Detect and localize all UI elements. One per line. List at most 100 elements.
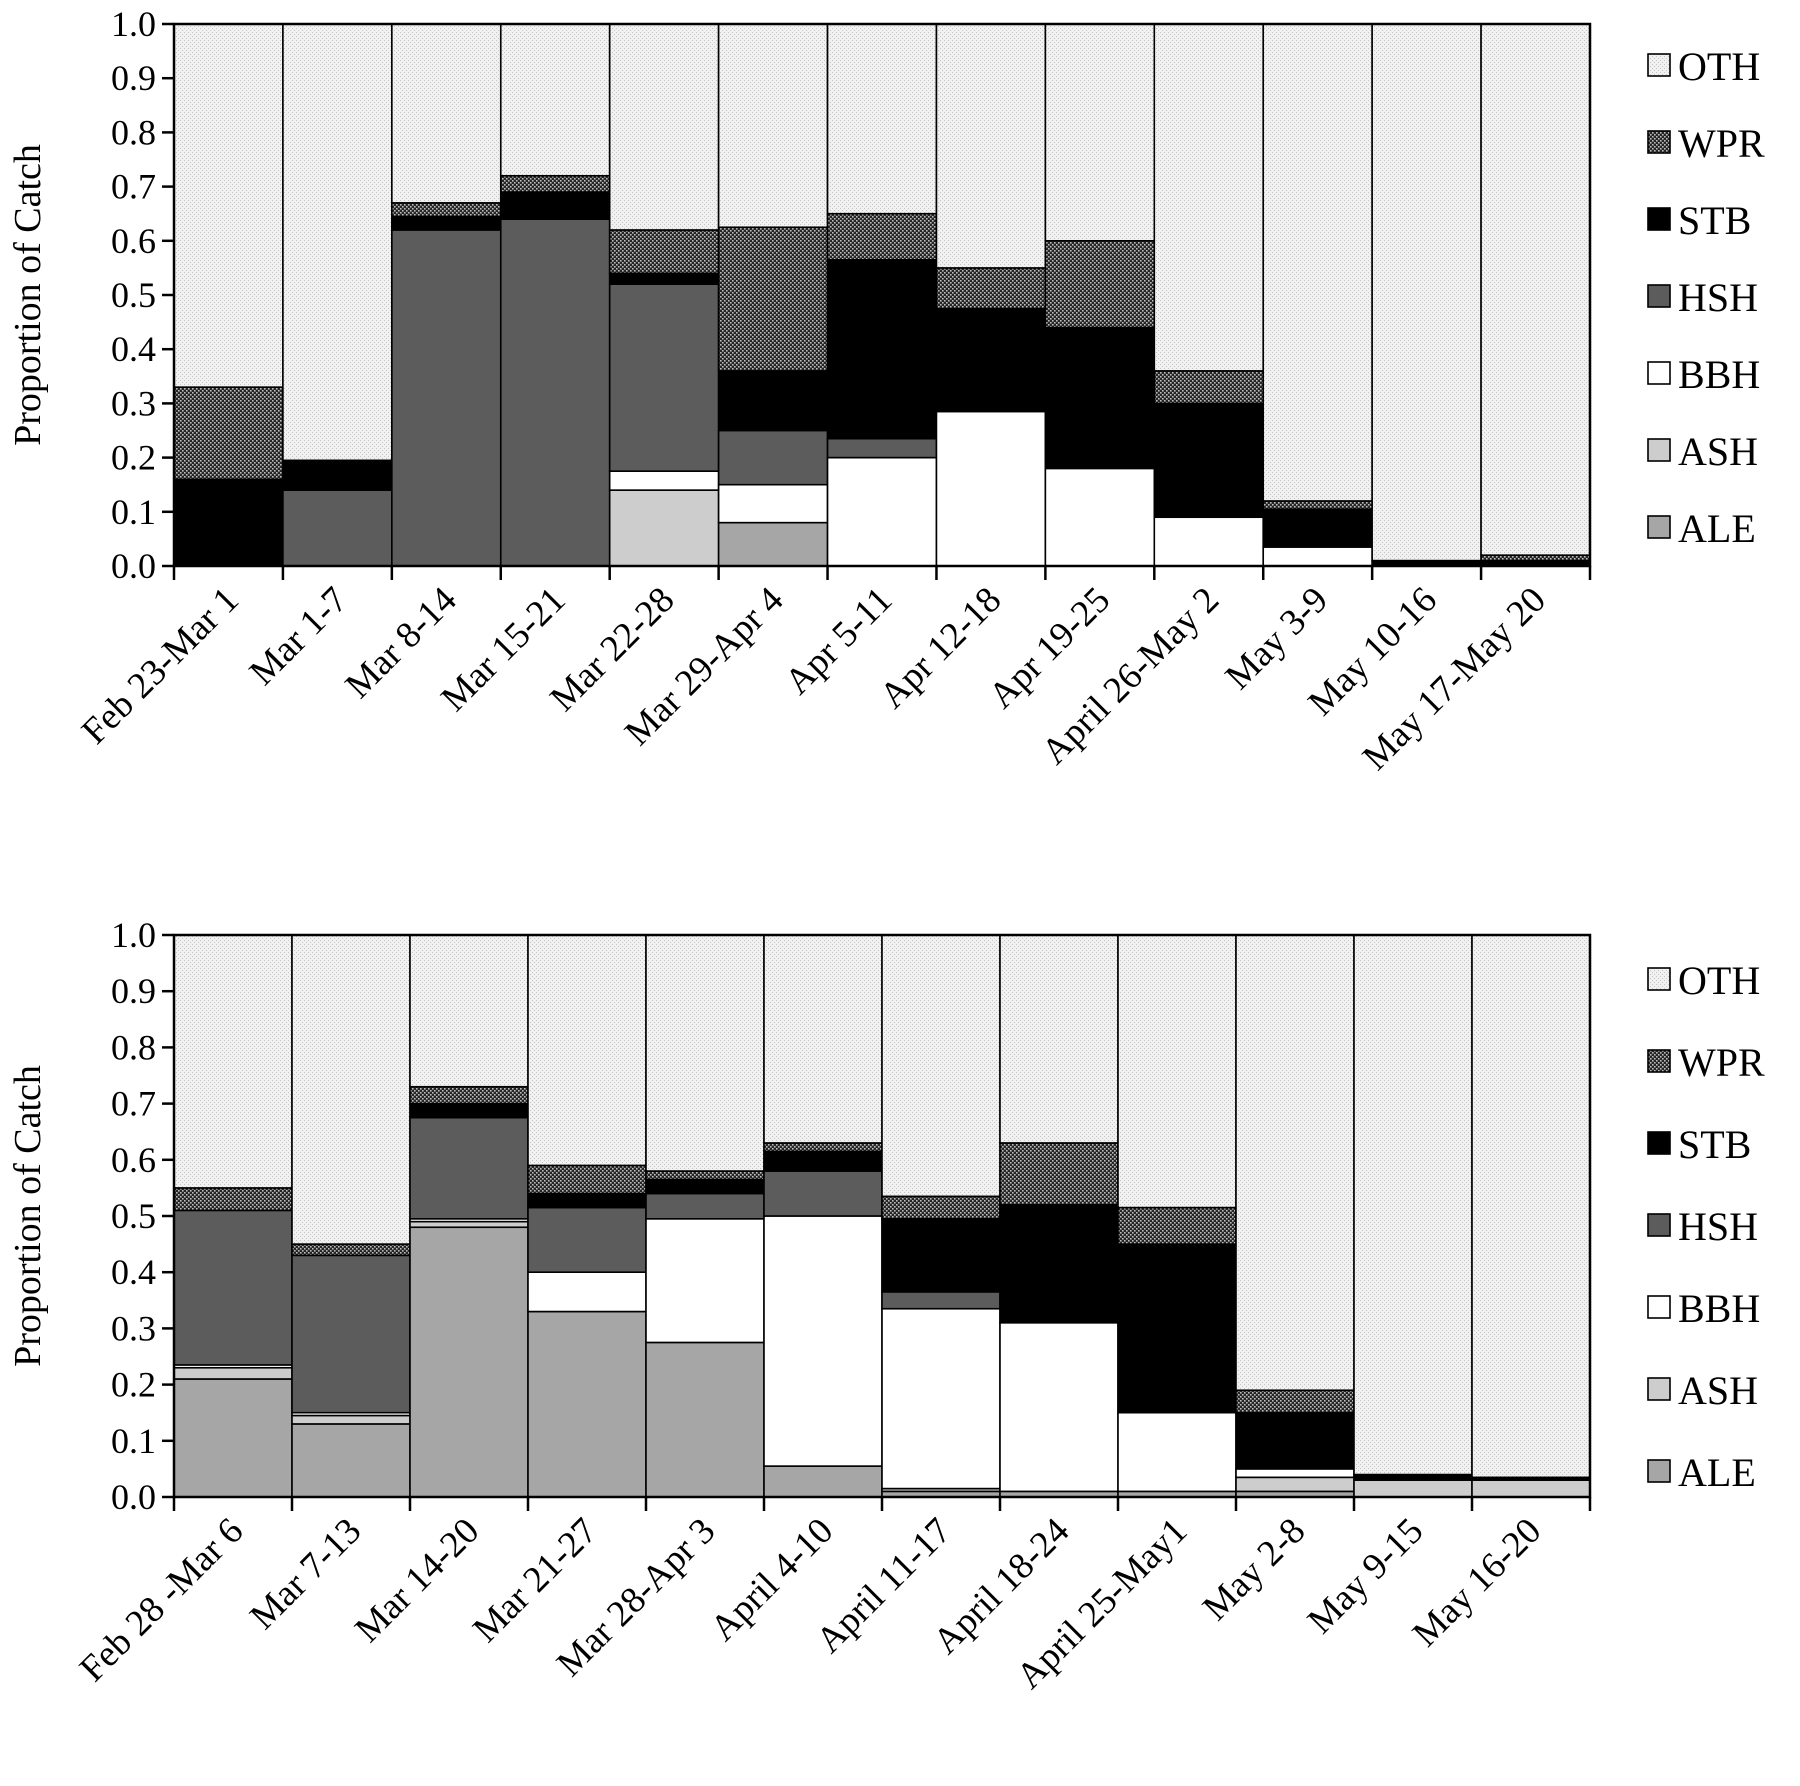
bar-segment-oth: [1262, 23, 1373, 502]
bar-segment-hsh: [282, 489, 393, 567]
bar-segment-oth: [499, 23, 611, 177]
y-tick-label: 0.7: [111, 167, 156, 207]
bar-segment-hsh: [763, 1170, 883, 1217]
bar-segment-stb: [173, 478, 284, 567]
bar-segment-ale: [763, 1465, 883, 1498]
bar-segment-stb: [826, 258, 938, 440]
bar-segment-wpr: [608, 229, 720, 275]
bar-segment-stb: [282, 459, 393, 491]
legend-swatch-oth: [1647, 967, 1671, 991]
bar-segment-oth: [763, 934, 883, 1144]
bar-segment-bbh: [763, 1215, 883, 1467]
bar-segment-wpr: [1044, 240, 1156, 329]
bar-segment-wpr: [881, 1195, 1001, 1220]
y-tick-label: 0.2: [111, 438, 156, 478]
y-tick-label: 1.0: [111, 915, 156, 955]
bar-segment-wpr: [1117, 1206, 1237, 1245]
legend-swatch-ash: [1647, 438, 1671, 462]
bar-segment-wpr: [717, 226, 829, 372]
bar-segment-stb: [1153, 402, 1265, 519]
legend-swatch-bbh: [1647, 361, 1671, 385]
legend-label-bbh: BBH: [1678, 352, 1760, 397]
bar-segment-wpr: [645, 1170, 765, 1181]
y-tick-label: 0.2: [111, 1365, 156, 1405]
bar-segment-hsh: [717, 429, 829, 486]
bar-segment-stb: [1117, 1243, 1237, 1414]
legend-swatch-stb: [1647, 207, 1671, 231]
legend-label-stb: STB: [1678, 198, 1751, 243]
y-tick-label: 0.4: [111, 329, 156, 369]
bar-segment-ash: [608, 489, 720, 567]
bar-segment-wpr: [1480, 554, 1591, 562]
bar-segment-oth: [826, 23, 938, 215]
bar-segment-bbh: [999, 1321, 1119, 1493]
bar-segment-stb: [499, 191, 611, 220]
bar-segment-ash: [1471, 1479, 1591, 1498]
bar-segment-oth: [1044, 23, 1156, 242]
legend-label-hsh: HSH: [1678, 1204, 1758, 1249]
bar-segment-oth: [935, 23, 1047, 269]
bar-segment-hsh: [173, 1209, 293, 1366]
bar-segment-wpr: [1153, 370, 1265, 405]
bar-segment-bbh: [1262, 546, 1373, 567]
bar-segment-hsh: [826, 437, 938, 459]
legend-label-oth: OTH: [1678, 44, 1760, 89]
bar-segment-wpr: [173, 386, 284, 481]
bar-segment-ale: [527, 1310, 647, 1498]
y-tick-label: 0.3: [111, 383, 156, 423]
bar-segment-bbh: [645, 1218, 765, 1344]
bar-segment-wpr: [173, 1187, 293, 1212]
legend-label-stb: STB: [1678, 1122, 1751, 1167]
legend-swatch-hsh: [1647, 284, 1671, 308]
bar-segment-ale: [173, 1378, 293, 1498]
bar-segment-stb: [763, 1150, 883, 1172]
bar-segment-stb: [527, 1192, 647, 1209]
legend-label-oth: OTH: [1678, 958, 1760, 1003]
bar-segment-wpr: [763, 1142, 883, 1153]
bar-segment-stb: [409, 1102, 529, 1119]
bar-segment-oth: [282, 23, 393, 462]
bar-segment-oth: [1480, 23, 1591, 556]
x-tick-label: May 2-8: [1195, 1510, 1313, 1628]
bar-segment-oth: [645, 934, 765, 1172]
x-tick-label: Feb 28 -Mar 6: [72, 1510, 251, 1689]
y-tick-label: 0.5: [111, 275, 156, 315]
bar-segment-oth: [881, 934, 1001, 1198]
bar-segment-stb: [1235, 1411, 1355, 1470]
y-tick-label: 0.0: [111, 546, 156, 586]
bar-segment-hsh: [391, 229, 502, 567]
bar-segment-bbh: [1235, 1468, 1355, 1479]
y-tick-label: 1.0: [111, 4, 156, 44]
legend-swatch-ash: [1647, 1377, 1671, 1401]
bar-segment-oth: [173, 23, 284, 388]
y-axis-title: Proportion of Catch: [7, 1065, 49, 1367]
bar-segment-stb: [1262, 508, 1373, 548]
bar-segment-bbh: [1044, 467, 1156, 567]
y-tick-label: 0.8: [111, 1027, 156, 1067]
bar-segment-stb: [608, 272, 720, 285]
bar-segment-oth: [999, 934, 1119, 1144]
legend-swatch-hsh: [1647, 1213, 1671, 1237]
bar-segment-bbh: [527, 1271, 647, 1313]
bar-segment-oth: [1353, 934, 1473, 1476]
y-tick-label: 0.3: [111, 1308, 156, 1348]
bar-segment-stb: [1044, 326, 1156, 470]
bar-segment-ale: [409, 1226, 529, 1498]
x-tick-label: May 17-May 20: [1355, 579, 1554, 778]
bar-segment-hsh: [645, 1192, 765, 1220]
legend-swatch-oth: [1647, 53, 1671, 77]
bar-segment-oth: [717, 23, 829, 229]
legend-swatch-stb: [1647, 1131, 1671, 1155]
bar-segment-ale: [291, 1423, 411, 1498]
y-tick-label: 0.7: [111, 1084, 156, 1124]
y-axis-title: Proportion of Catch: [7, 144, 49, 446]
legend-label-bbh: BBH: [1678, 1286, 1760, 1331]
bar-segment-wpr: [527, 1164, 647, 1195]
x-tick-label: Feb 23-Mar 1: [74, 579, 247, 752]
bar-segment-wpr: [1262, 500, 1373, 510]
bar-segment-bbh: [608, 470, 720, 491]
bar-segment-hsh: [881, 1291, 1001, 1310]
chart-top: 0.0 0.1 0.2 0.3 0.4 0.5 0.6 0.7 0.8 0.9 1.0 Proport…: [7, 4, 1765, 778]
bar-segment-oth: [608, 23, 720, 231]
bar-segment-wpr: [826, 212, 938, 261]
